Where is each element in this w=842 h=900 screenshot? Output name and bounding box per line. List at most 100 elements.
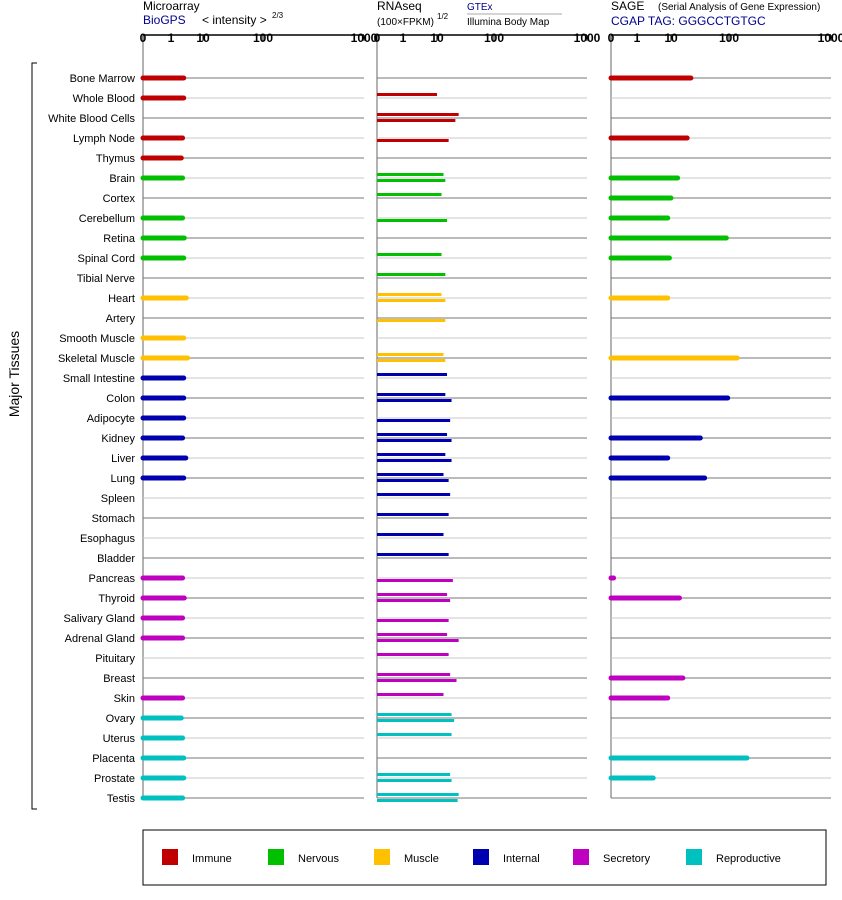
tissue-label: Whole Blood (73, 93, 135, 105)
tissue-label: Lymph Node (73, 133, 135, 145)
tissue-row: Bladder (97, 553, 831, 565)
tissue-row: Bone Marrow (70, 73, 831, 85)
x-tick-label-sage: 1000 (818, 31, 842, 45)
tissue-row: Whole Blood (73, 93, 831, 105)
tissue-label: Stomach (92, 513, 135, 525)
legend-item-secretory: Secretory (573, 849, 651, 865)
tissue-label: Thymus (96, 153, 136, 165)
tissue-row: Placenta (92, 753, 831, 765)
bar-rnaseq-gtex (377, 393, 446, 396)
legend-swatch (473, 849, 489, 865)
tissue-row: Cortex (103, 193, 831, 205)
tissue-row: Pancreas (89, 573, 831, 585)
tissue-label: Skeletal Muscle (58, 353, 135, 365)
panel-rna: 0 1 10 100 1000 (374, 31, 601, 798)
legend-item-muscle: Muscle (374, 849, 439, 865)
tissue-row: Uterus (103, 733, 831, 745)
bar-rnaseq-gtex (377, 793, 459, 796)
bar-rnaseq-illumina (377, 119, 456, 122)
tissue-row: Retina (103, 233, 831, 245)
bar-rnaseq-gtex (377, 293, 442, 296)
legend-label: Reproductive (716, 853, 781, 865)
tissue-row: Cerebellum (79, 213, 831, 225)
x-tick-label-sage: 100 (719, 31, 739, 45)
panel-sage: 0 1 10 100 1000 (608, 31, 842, 798)
tissue-row: Lung (111, 473, 831, 485)
bar-rnaseq-illumina (377, 459, 452, 462)
bar-rnaseq-illumina (377, 479, 449, 482)
tissue-label: Testis (107, 793, 136, 805)
tissue-row: Lymph Node (73, 133, 831, 145)
x-tick-label-sage: 1 (634, 31, 641, 45)
tissue-row: Testis (107, 793, 831, 805)
tissue-label: Artery (106, 313, 136, 325)
bar-rnaseq-gtex (377, 693, 444, 696)
legend-label: Secretory (603, 853, 651, 865)
x-tick-label-rna: 0 (374, 31, 381, 45)
sage-subtitle: (Serial Analysis of Gene Expression) (658, 2, 820, 13)
x-tick-label-micro: 1000 (351, 31, 378, 45)
bar-rnaseq-illumina (377, 799, 458, 802)
bar-rnaseq-illumina (377, 219, 448, 222)
tissue-row: Small Intestine (63, 373, 831, 385)
tissue-label: Bone Marrow (70, 73, 135, 85)
x-tick-label-rna: 100 (484, 31, 504, 45)
legend-label: Nervous (298, 853, 339, 865)
tissue-row: Liver (111, 453, 831, 465)
legend-label: Muscle (404, 853, 439, 865)
tissue-row: Salivary Gland (63, 613, 831, 625)
bar-rnaseq-gtex (377, 633, 448, 636)
rnaseq-source-gtex: GTEx (467, 2, 493, 13)
tissue-row: Skeletal Muscle (58, 353, 831, 365)
bar-rnaseq-gtex (377, 353, 444, 356)
tissue-label: Smooth Muscle (59, 333, 135, 345)
x-tick-label-rna: 1000 (574, 31, 601, 45)
tissue-row: Tibial Nerve (77, 273, 831, 285)
legend-swatch (162, 849, 178, 865)
tissue-label: Adipocyte (87, 413, 135, 425)
tissue-label: Liver (111, 453, 135, 465)
bar-rnaseq-illumina (377, 359, 446, 362)
bar-rnaseq-illumina (377, 639, 459, 642)
rnaseq-source-illumina: Illumina Body Map (467, 17, 550, 28)
y-axis-bracket (31, 62, 37, 810)
tissue-label: White Blood Cells (48, 113, 135, 125)
bar-rnaseq-gtex (377, 173, 444, 176)
tissue-row: Adrenal Gland (65, 633, 831, 645)
bar-rnaseq-illumina (377, 599, 451, 602)
tissue-label: Salivary Gland (63, 613, 135, 625)
bar-rnaseq-gtex (377, 493, 451, 496)
tissue-label: Spinal Cord (78, 253, 135, 265)
legend-label: Internal (503, 853, 540, 865)
microarray-title: Microarray (143, 0, 200, 13)
legend-item-reproductive: Reproductive (686, 849, 781, 865)
tissue-label: Thyroid (98, 593, 135, 605)
tissue-label: Uterus (103, 733, 136, 745)
tissue-row: Kidney (101, 433, 831, 445)
legend-item-immune: Immune (162, 849, 232, 865)
bar-rnaseq-illumina (377, 579, 453, 582)
bar-rnaseq-gtex (377, 273, 446, 276)
rnaseq-scale-exp: 1/2 (437, 12, 449, 21)
tissue-label: Small Intestine (63, 373, 135, 385)
tissue-label: Bladder (97, 553, 135, 565)
tissue-row: Heart (108, 293, 831, 305)
tissue-row: Prostate (94, 773, 831, 785)
tissue-row: Skin (114, 693, 831, 705)
bar-rnaseq-gtex (377, 93, 437, 96)
tissue-label: Heart (108, 293, 135, 305)
tissue-row: Pituitary (95, 653, 831, 665)
bar-rnaseq-gtex (377, 653, 449, 656)
bar-rnaseq-gtex (377, 193, 442, 196)
bar-rnaseq-gtex (377, 553, 449, 556)
legend-label: Immune (192, 853, 232, 865)
legend: Immune Nervous Muscle Internal Secretory Repr… (162, 849, 781, 865)
tissue-row: Brain (109, 173, 831, 185)
bar-rnaseq-illumina (377, 679, 457, 682)
tissue-row: Adipocyte (87, 413, 831, 425)
bar-rnaseq-gtex (377, 533, 444, 536)
tissue-label: Esophagus (80, 533, 136, 545)
tissue-label: Lung (111, 473, 135, 485)
